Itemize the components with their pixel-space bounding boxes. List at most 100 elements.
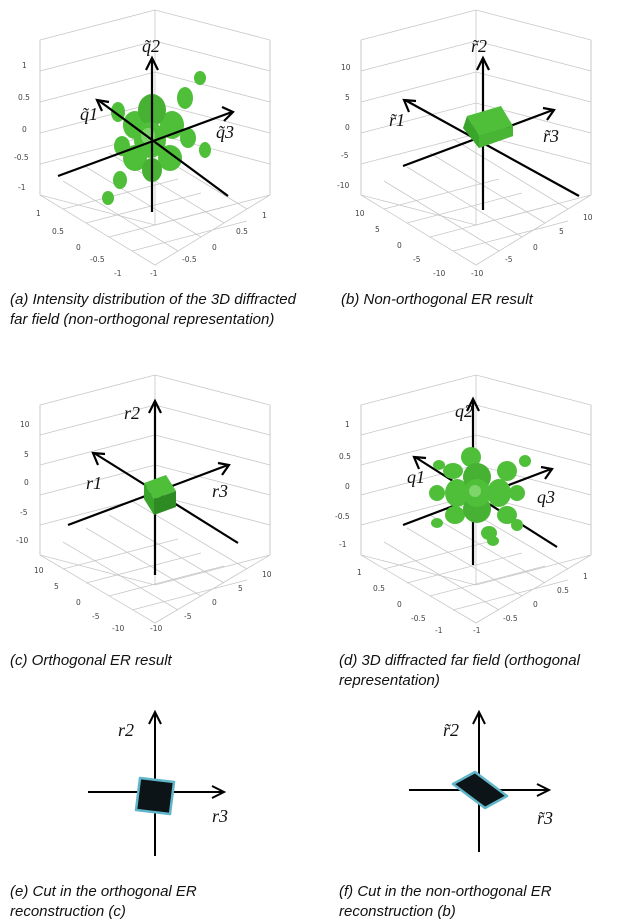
panel-f-cut [451,770,509,810]
panel-a-grid [39,9,271,266]
panel-d-plot: 1 0.5 0 -0.5 -1 1 0.5 0 -0.5 -1 -1 -0.5 … [335,374,592,635]
tick: 0 [345,482,350,491]
tick: 0 [24,478,29,487]
tick: -1 [150,269,158,278]
tick: 5 [375,225,380,234]
axis-label-x: r3 [212,806,228,826]
panel-e: r2 r3 (e) Cut in the orthogonal ER recon… [0,700,311,923]
tick: 10 [34,566,44,575]
tick: -10 [337,181,349,190]
panel-f: r̃2 r̃3 (f) Cut in the non-orthogonal ER… [311,700,622,923]
tick: 1 [36,209,41,218]
tick: 0 [533,600,538,609]
panel-d-object [429,447,531,546]
tick: 0.5 [373,584,385,593]
axis-label-x: q̃1 [80,104,98,124]
tick: 1 [262,211,267,220]
tick: -10 [112,624,124,633]
axis-label-y: q̃2 [142,36,160,56]
panel-c-ticks: 10 5 0 -5 -10 10 5 0 -5 -10 -10 -5 0 5 1… [16,420,272,633]
tick: 5 [238,584,243,593]
tick: 10 [262,570,272,579]
panel-f-plot: r̃2 r̃3 [409,709,553,852]
caption-d: (d) 3D diffracted far field (orthogonal … [339,652,580,689]
tick: 0 [76,243,81,252]
tick: 1 [345,420,350,429]
caption-f: (f) Cut in the non-orthogonal ER reconst… [339,883,552,920]
tick: -5 [184,612,192,621]
panel-a: 1 0.5 0 -0.5 -1 1 0.5 0 -0.5 -1 -1 -0.5 … [0,0,311,350]
axis-label-z: q̃3 [216,122,234,142]
tick: 0 [212,243,217,252]
tick: 10 [355,209,365,218]
axis-label-z: r3 [212,481,228,501]
axis-label-x: q1 [407,467,425,487]
tick: -5 [505,255,513,264]
caption-a: (a) Intensity distribution of the 3D dif… [10,291,296,328]
tick: 5 [559,227,564,236]
axis-label-x: r̃3 [537,808,553,828]
panel-c-object [144,475,176,515]
tick: -5 [92,612,100,621]
tick: -1 [18,183,26,192]
tick: -0.5 [335,512,350,521]
tick: 5 [345,93,350,102]
panel-d: 1 0.5 0 -0.5 -1 1 0.5 0 -0.5 -1 -1 -0.5 … [311,365,622,695]
axis-label-z: r̃3 [543,126,559,146]
tick: 0 [397,241,402,250]
tick: -10 [471,269,483,278]
panel-c-plot: 10 5 0 -5 -10 10 5 0 -5 -10 -10 -5 0 5 1… [16,374,272,633]
panel-a-ticks: 1 0.5 0 -0.5 -1 1 0.5 0 -0.5 -1 -1 -0.5 … [14,61,267,278]
caption-b: (b) Non-orthogonal ER result [341,291,533,308]
panel-e-plot: r2 r3 [88,709,228,856]
tick: -10 [433,269,445,278]
tick: 0 [76,598,81,607]
panel-c: 10 5 0 -5 -10 10 5 0 -5 -10 -10 -5 0 5 1… [0,365,311,669]
tick: -0.5 [411,614,426,623]
tick: -1 [114,269,122,278]
axis-label-y: q2 [455,401,473,421]
tick: 1 [357,568,362,577]
panel-d-ticks: 1 0.5 0 -0.5 -1 1 0.5 0 -0.5 -1 -1 -0.5 … [335,420,588,635]
tick: -1 [473,626,481,635]
tick: 0.5 [52,227,64,236]
tick: -1 [339,540,347,549]
panel-b-ticks: 10 5 0 -5 -10 10 5 0 -5 -10 -10 -5 0 5 1… [337,63,593,278]
tick: 0.5 [18,93,30,102]
tick: 0 [533,243,538,252]
axis-label-y: r̃2 [443,720,459,740]
tick: 0 [345,123,350,132]
panel-b-grid [360,9,592,266]
tick: 0 [397,600,402,609]
panel-b-axes-back [402,55,580,210]
tick: -1 [435,626,443,635]
axis-label-y: r2 [124,403,140,423]
panel-b: 10 5 0 -5 -10 10 5 0 -5 -10 -10 -5 0 5 1… [311,0,622,350]
tick: -0.5 [503,614,518,623]
tick: 0 [22,125,27,134]
tick: 0.5 [236,227,248,236]
panel-d-axes-front [540,465,554,480]
axis-label-x: r̃1 [389,110,405,130]
tick: 5 [24,450,29,459]
tick: -0.5 [182,255,197,264]
axis-label-z: q3 [537,487,555,507]
panel-e-cut [134,776,176,816]
panel-a-plot: 1 0.5 0 -0.5 -1 1 0.5 0 -0.5 -1 -1 -0.5 … [14,9,271,278]
tick: -10 [16,536,28,545]
tick: -0.5 [90,255,105,264]
axis-label-x: r1 [86,473,102,493]
tick: 10 [341,63,351,72]
tick: 0.5 [557,586,569,595]
tick: 1 [583,572,588,581]
tick: -0.5 [14,153,29,162]
panel-b-plot: 10 5 0 -5 -10 10 5 0 -5 -10 -10 -5 0 5 1… [337,9,593,278]
caption-c: (c) Orthogonal ER result [10,652,172,669]
tick: -5 [341,151,349,160]
tick: 1 [22,61,27,70]
tick: -5 [413,255,421,264]
tick: -10 [150,624,162,633]
tick: 0.5 [339,452,351,461]
panel-a-axes [57,55,235,212]
axis-label-y: r̃2 [471,36,487,56]
